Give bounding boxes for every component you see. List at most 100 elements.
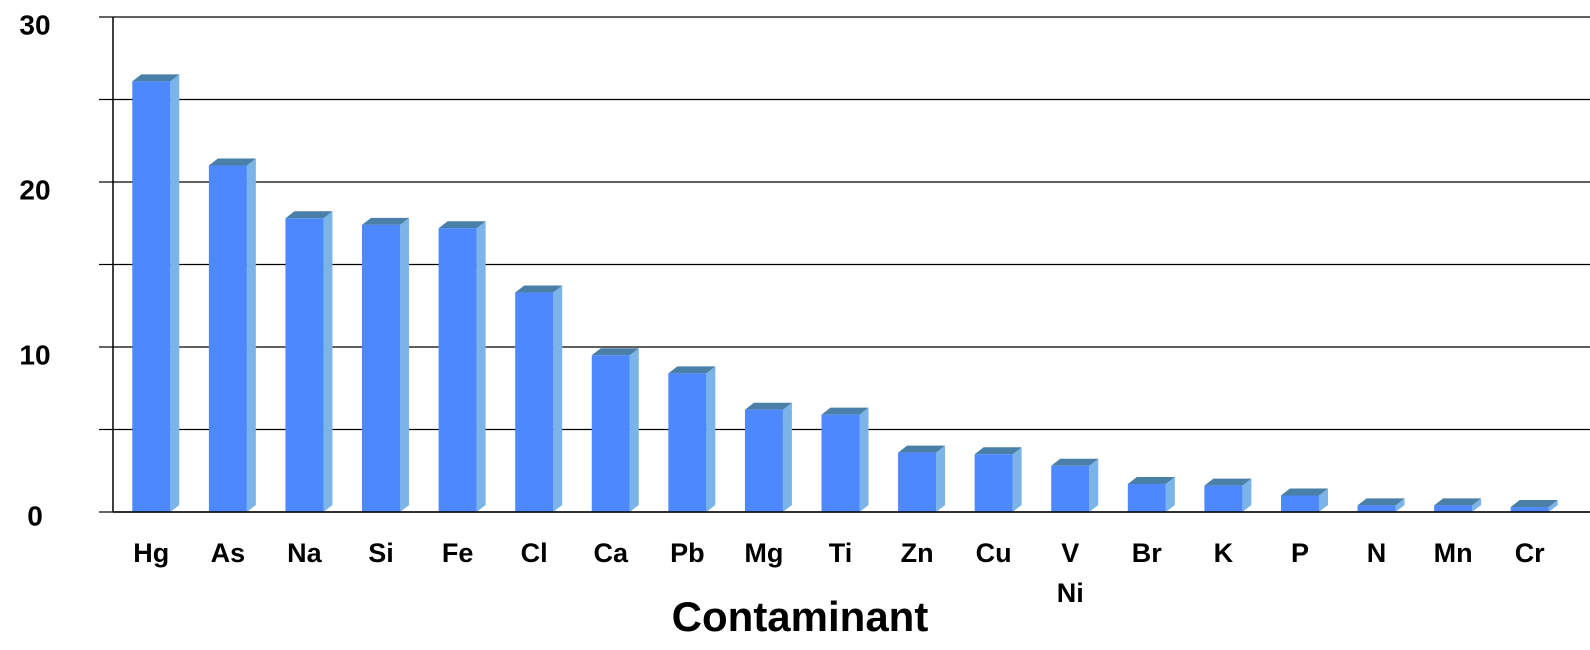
x-tick-label: N xyxy=(1366,538,1387,568)
bar-group xyxy=(1434,498,1482,512)
bar-top xyxy=(1434,498,1482,506)
bar-side xyxy=(1318,488,1328,512)
bar-group xyxy=(821,407,869,512)
bar-group xyxy=(1127,476,1175,512)
bar-side xyxy=(629,348,639,512)
bar-top xyxy=(974,447,1022,455)
bar-side xyxy=(1242,478,1252,512)
bar-group xyxy=(668,366,716,512)
x-tick-label: Hg xyxy=(133,538,170,568)
x-tick-label: K xyxy=(1213,538,1234,568)
bar-top xyxy=(1510,500,1558,508)
bar-side xyxy=(323,211,333,513)
bar-group xyxy=(438,221,486,512)
bar-side xyxy=(859,407,869,512)
bar-group xyxy=(208,158,256,512)
bar-side xyxy=(1165,476,1175,512)
bar xyxy=(974,454,1013,512)
bar-top xyxy=(898,445,946,453)
y-tick-label: 20 xyxy=(19,174,50,205)
bar xyxy=(668,373,707,512)
y-tick-label: 10 xyxy=(19,339,50,370)
bar-side xyxy=(170,74,180,512)
bar-top xyxy=(821,407,869,415)
x-tick-label: Cu xyxy=(975,538,1012,568)
y-tick-label: 30 xyxy=(19,9,50,40)
bar-top xyxy=(591,348,639,356)
x-tick-label: As xyxy=(210,538,246,568)
bar-top xyxy=(515,285,563,293)
x-tick-label: Cr xyxy=(1514,538,1545,568)
bar-top xyxy=(1127,476,1175,484)
x-tick-label: V Ni xyxy=(1056,538,1084,608)
x-tick-label: Ca xyxy=(593,538,628,568)
bar-group xyxy=(362,217,410,512)
x-tick-label: Fe xyxy=(441,538,474,568)
bar xyxy=(1510,507,1549,512)
x-tick-label: Si xyxy=(368,538,394,568)
bar-top xyxy=(285,211,333,219)
bar-group xyxy=(1051,458,1099,512)
bar-group xyxy=(898,445,946,512)
bar-group xyxy=(974,447,1022,512)
bar xyxy=(1280,495,1319,512)
bar-top xyxy=(362,217,410,225)
bar-side xyxy=(1395,498,1405,512)
bar-group xyxy=(744,402,792,512)
bar-top xyxy=(668,366,716,374)
bar-side xyxy=(476,221,486,512)
bar-side xyxy=(400,217,410,512)
bar-top xyxy=(438,221,486,229)
bar-top xyxy=(744,402,792,410)
bar xyxy=(898,452,937,512)
bar-group xyxy=(1357,498,1405,512)
bar-side xyxy=(936,445,946,512)
bar-top xyxy=(208,158,256,166)
bar xyxy=(1357,505,1396,512)
bar-side xyxy=(246,158,256,512)
x-tick-label: Mn xyxy=(1433,538,1473,568)
x-tick-label: Ti xyxy=(828,538,853,568)
bar-side xyxy=(1012,447,1022,512)
bar xyxy=(1127,483,1166,512)
bar xyxy=(1051,465,1090,512)
bar xyxy=(1434,505,1473,512)
x-tick-label: Mg xyxy=(744,538,784,568)
x-tick-label: Pb xyxy=(670,538,705,568)
bar-top xyxy=(1357,498,1405,506)
bar xyxy=(515,292,554,512)
bar-side xyxy=(1472,498,1482,512)
bar-top xyxy=(1204,478,1252,486)
bar xyxy=(821,414,860,512)
bar-top xyxy=(1280,488,1328,496)
bar-side xyxy=(553,285,563,512)
bar xyxy=(362,224,401,512)
x-axis-label: Contaminant xyxy=(672,593,929,640)
bar-group xyxy=(1280,488,1328,512)
bar-side xyxy=(782,402,792,512)
bar-group xyxy=(1510,500,1558,512)
x-tick-label: Na xyxy=(287,538,322,568)
y-tick-label: 0 xyxy=(27,500,43,531)
bar-side xyxy=(1548,500,1558,512)
bar xyxy=(132,81,171,512)
x-tick-label: Cl xyxy=(520,538,548,568)
x-tick-label: Br xyxy=(1131,538,1162,568)
bar-top xyxy=(132,74,180,82)
x-tick-label: Zn xyxy=(900,538,934,568)
bar xyxy=(744,409,783,512)
bar xyxy=(285,218,324,513)
bar-group xyxy=(515,285,563,512)
bar-group xyxy=(285,211,333,513)
bar xyxy=(591,355,630,512)
bar xyxy=(208,165,247,512)
bar-side xyxy=(1089,458,1099,512)
bar-group xyxy=(591,348,639,512)
bar xyxy=(438,228,477,512)
bar-group xyxy=(1204,478,1252,512)
x-tick-label: P xyxy=(1290,538,1309,568)
bar xyxy=(1204,485,1243,512)
bar-side xyxy=(706,366,716,512)
